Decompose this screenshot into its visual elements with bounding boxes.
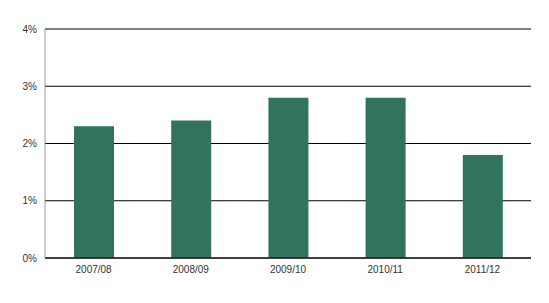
svg-text:4%: 4% xyxy=(23,24,38,35)
svg-text:2008/09: 2008/09 xyxy=(173,264,210,275)
svg-text:0%: 0% xyxy=(23,253,38,264)
svg-text:1%: 1% xyxy=(23,195,38,206)
svg-text:2010/11: 2010/11 xyxy=(367,264,403,275)
svg-text:2%: 2% xyxy=(23,138,38,149)
svg-text:2009/10: 2009/10 xyxy=(270,264,307,275)
svg-text:2007/08: 2007/08 xyxy=(76,264,113,275)
svg-text:2011/12: 2011/12 xyxy=(465,264,501,275)
svg-text:3%: 3% xyxy=(23,81,38,92)
